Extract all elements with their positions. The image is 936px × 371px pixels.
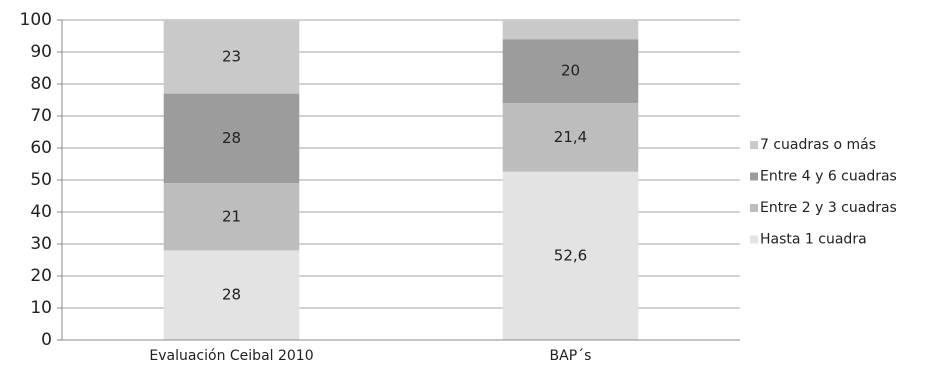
- bar-segment: [163, 20, 300, 94]
- data-label: 23: [222, 47, 241, 65]
- legend-label: Entre 2 y 3 cuadras: [760, 200, 897, 216]
- legend-swatch: [750, 235, 758, 244]
- bar-segment: [163, 250, 300, 340]
- bar-segment: [163, 183, 300, 251]
- legend-swatch: [750, 141, 758, 149]
- legend-label: Hasta 1 cuadra: [760, 232, 867, 248]
- x-tick-label: BAP´s: [550, 348, 592, 364]
- bars: 28 21 28 23 52,6 21,4 20 16: [163, 4, 639, 340]
- legend-swatch: [750, 204, 758, 212]
- data-label: 21: [222, 207, 241, 225]
- data-label: 52,6: [554, 246, 587, 264]
- bar-segment: [502, 103, 639, 172]
- y-tick-label: 70: [30, 106, 52, 126]
- data-label: 21,4: [554, 128, 587, 146]
- legend-label: Entre 4 y 6 cuadras: [760, 169, 897, 185]
- y-tick-label: 0: [41, 330, 52, 350]
- bar-segment: [502, 39, 639, 104]
- y-tick-label: 90: [30, 42, 52, 62]
- data-label: 16: [561, 4, 580, 22]
- y-tick-label: 20: [30, 266, 52, 286]
- legend-label: 7 cuadras o más: [760, 137, 876, 153]
- y-tick-label: 40: [30, 202, 52, 222]
- bar-segment: [502, 20, 639, 40]
- data-label: 20: [561, 62, 580, 80]
- y-tick-label: 100: [20, 10, 52, 30]
- y-tick-label: 80: [30, 74, 52, 94]
- bar-segment: [502, 171, 639, 340]
- bar-segment: [163, 93, 300, 184]
- data-label: 28: [222, 129, 241, 147]
- data-label: 28: [222, 286, 241, 304]
- y-tick-label: 60: [30, 138, 52, 158]
- legend-swatch: [750, 172, 758, 181]
- y-tick-label: 30: [30, 234, 52, 254]
- y-tick-label: 50: [30, 170, 52, 190]
- y-tick-label: 10: [30, 298, 52, 318]
- x-tick-label: Evaluación Ceibal 2010: [149, 348, 313, 364]
